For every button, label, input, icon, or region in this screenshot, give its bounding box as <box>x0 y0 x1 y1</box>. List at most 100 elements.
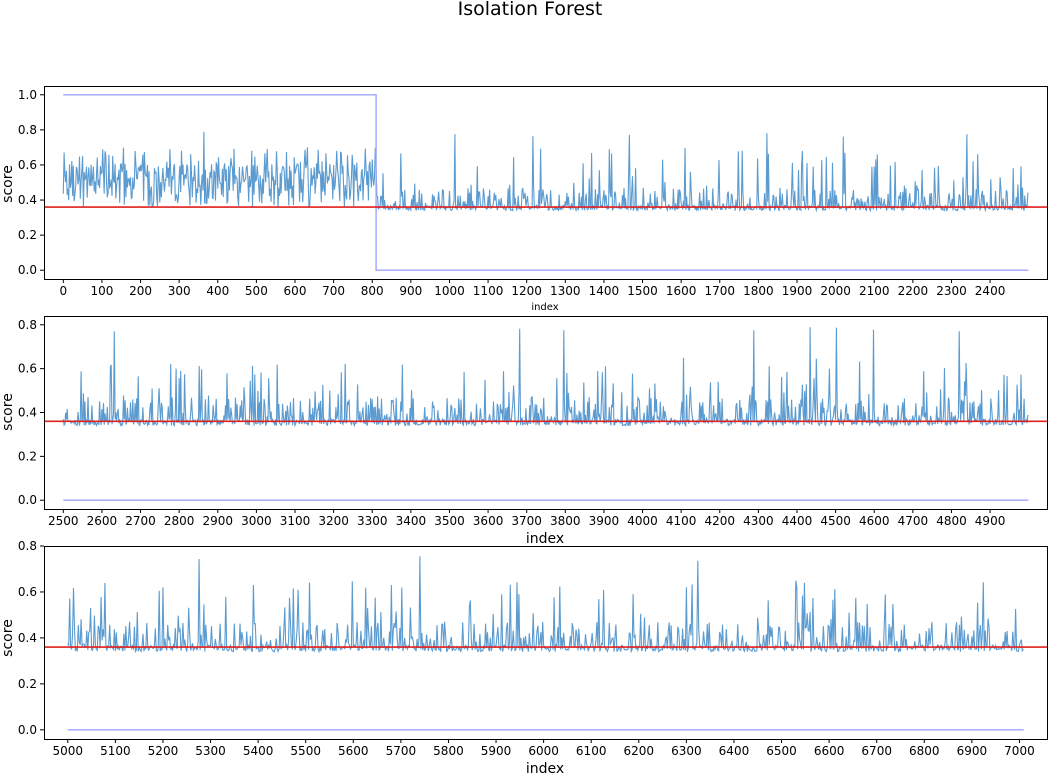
xlabel-1: index <box>531 302 558 313</box>
ylabel-1: score <box>0 165 16 203</box>
score-series-2 <box>62 327 1029 428</box>
x-tick-label-1: 1400 <box>589 284 620 298</box>
x-tick-label-3: 6400 <box>719 744 750 758</box>
x-tick-label-3: 5400 <box>243 744 274 758</box>
y-tick-label-3: 0.6 <box>18 585 37 599</box>
x-tick-label-3: 6900 <box>957 744 988 758</box>
x-tick-label-1: 1100 <box>473 284 504 298</box>
x-tick-label-1: 1700 <box>704 284 735 298</box>
x-tick-label-2: 3000 <box>241 514 272 528</box>
score-series-3 <box>67 556 1024 654</box>
x-tick-label-1: 500 <box>245 284 268 298</box>
x-tick-label-2: 2900 <box>202 514 233 528</box>
x-tick-label-3: 6200 <box>624 744 655 758</box>
x-tick-label-2: 4700 <box>898 514 929 528</box>
x-tick-label-2: 4300 <box>743 514 774 528</box>
x-tick-label-3: 7000 <box>1004 744 1035 758</box>
x-tick-label-2: 3200 <box>318 514 349 528</box>
x-tick-label-1: 2000 <box>820 284 851 298</box>
x-tick-label-3: 5100 <box>100 744 131 758</box>
x-tick-label-3: 5500 <box>290 744 321 758</box>
x-tick-label-2: 3500 <box>434 514 465 528</box>
axes-frame-2 <box>44 316 1048 510</box>
x-tick-label-2: 2700 <box>125 514 156 528</box>
x-tick-label-1: 1800 <box>743 284 774 298</box>
x-tick-label-3: 5900 <box>481 744 512 758</box>
x-tick-label-3: 5800 <box>433 744 464 758</box>
score-series-1 <box>62 131 1029 213</box>
x-tick-label-3: 5200 <box>148 744 179 758</box>
y-tick-label-1: 0.4 <box>18 193 37 207</box>
y-tick-label-1: 1.0 <box>18 88 37 102</box>
x-tick-label-1: 200 <box>129 284 152 298</box>
x-tick-label-1: 0 <box>59 284 67 298</box>
panel-2: score index <box>0 393 564 547</box>
panel-1: score index <box>0 165 559 313</box>
x-tick-label-1: 1600 <box>666 284 697 298</box>
x-tick-label-3: 5600 <box>338 744 369 758</box>
x-tick-label-2: 2600 <box>87 514 118 528</box>
y-tick-label-2: 0.2 <box>18 449 37 463</box>
x-tick-label-1: 1000 <box>434 284 465 298</box>
x-tick-label-3: 5000 <box>53 744 84 758</box>
label-series-1 <box>63 94 1029 271</box>
x-tick-label-1: 1500 <box>627 284 658 298</box>
x-tick-label-3: 6500 <box>766 744 797 758</box>
x-tick-label-3: 6100 <box>576 744 607 758</box>
x-tick-label-1: 100 <box>90 284 113 298</box>
x-tick-label-1: 800 <box>361 284 384 298</box>
x-tick-label-1: 400 <box>206 284 229 298</box>
x-tick-label-2: 3600 <box>473 514 504 528</box>
y-tick-label-1: 0.6 <box>18 158 37 172</box>
x-tick-label-3: 5700 <box>386 744 417 758</box>
x-tick-label-1: 700 <box>322 284 345 298</box>
x-tick-label-3: 6300 <box>671 744 702 758</box>
x-tick-label-1: 2400 <box>975 284 1006 298</box>
y-tick-label-3: 0.0 <box>18 723 37 737</box>
x-tick-label-3: 6000 <box>528 744 559 758</box>
x-tick-label-3: 6600 <box>814 744 845 758</box>
x-tick-label-2: 4000 <box>627 514 658 528</box>
x-tick-label-2: 2800 <box>164 514 195 528</box>
x-tick-label-2: 4400 <box>782 514 813 528</box>
x-tick-label-1: 1300 <box>550 284 581 298</box>
x-tick-label-1: 2300 <box>936 284 967 298</box>
y-tick-label-1: 0.8 <box>18 123 37 137</box>
x-tick-label-1: 600 <box>284 284 307 298</box>
x-tick-label-1: 900 <box>399 284 422 298</box>
plot-area-1: 0 100 200 300 400 500 600 700 800 900 1000 1100 1200… <box>18 86 1048 298</box>
panel-3: score index <box>0 619 564 776</box>
y-tick-label-2: 0.0 <box>18 493 37 507</box>
x-tick-label-3: 6700 <box>861 744 892 758</box>
x-tick-label-1: 300 <box>168 284 191 298</box>
x-tick-label-2: 4500 <box>820 514 851 528</box>
y-tick-label-3: 0.2 <box>18 677 37 691</box>
plot-area-3: 5000 5100 5200 5300 5400 5500 5600 5700 5800 5900… <box>18 539 1048 758</box>
x-tick-label-2: 4800 <box>936 514 967 528</box>
ylabel-2: score <box>0 393 16 431</box>
y-tick-label-1: 0.2 <box>18 228 37 242</box>
x-tick-label-1: 1200 <box>511 284 542 298</box>
x-tick-label-1: 2200 <box>898 284 929 298</box>
x-tick-label-2: 3100 <box>280 514 311 528</box>
x-tick-label-3: 5300 <box>195 744 226 758</box>
x-tick-label-1: 2100 <box>859 284 890 298</box>
x-tick-label-1: 1900 <box>782 284 813 298</box>
xlabel-2: index <box>526 531 564 547</box>
x-tick-label-2: 4600 <box>859 514 890 528</box>
plot-area-2: 2500 2600 2700 2800 2900 3000 3100 3200 3300 3400… <box>18 316 1048 528</box>
y-tick-label-3: 0.4 <box>18 631 37 645</box>
y-tick-label-1: 0.0 <box>18 263 37 277</box>
x-tick-label-3: 6800 <box>909 744 940 758</box>
x-tick-label-2: 2500 <box>48 514 79 528</box>
figure-title: Isolation Forest <box>458 0 603 20</box>
y-tick-label-2: 0.8 <box>18 318 37 332</box>
x-tick-label-2: 3900 <box>589 514 620 528</box>
x-tick-label-2: 3400 <box>396 514 427 528</box>
x-tick-label-2: 3800 <box>550 514 581 528</box>
xlabel-3: index <box>526 761 564 776</box>
y-tick-label-2: 0.6 <box>18 362 37 376</box>
x-tick-label-2: 4100 <box>666 514 697 528</box>
x-tick-label-2: 3700 <box>511 514 542 528</box>
